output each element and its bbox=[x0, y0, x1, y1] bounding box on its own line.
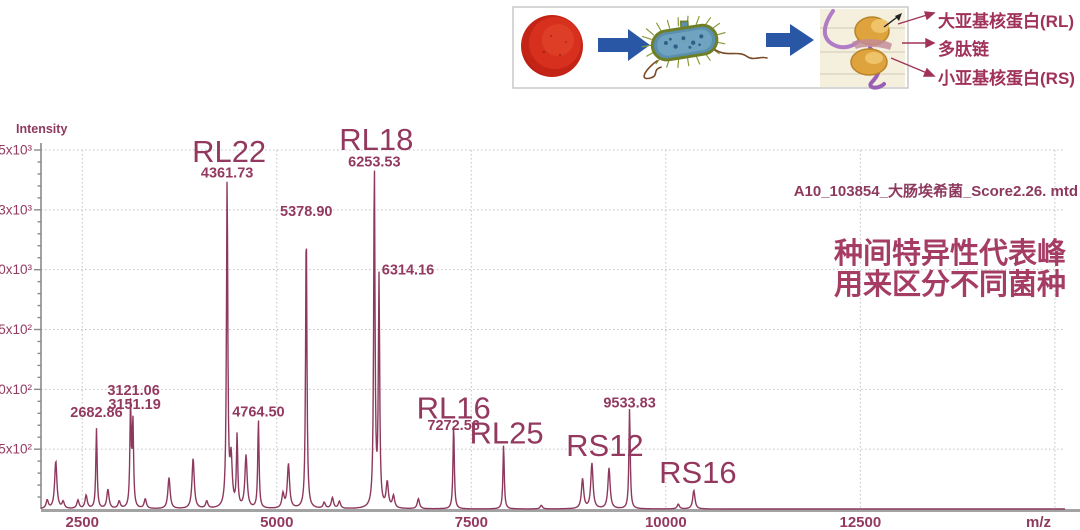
peak-label-3121.06: 3121.06 bbox=[107, 383, 159, 399]
peak-big-label-RL25: RL25 bbox=[470, 415, 544, 450]
y-tick-label: 1.3x10³ bbox=[0, 202, 33, 217]
peak-big-label-RS16: RS16 bbox=[659, 455, 737, 490]
y-tick-label: 1.5x10³ bbox=[0, 143, 33, 158]
x-tick-label: 12500 bbox=[839, 514, 881, 530]
peak-label-5378.90: 5378.90 bbox=[280, 204, 332, 220]
species-note-line2: 用来区分不同菌种 bbox=[833, 269, 1066, 301]
spectrum-curve bbox=[40, 170, 1065, 510]
ribosome-illustration bbox=[820, 9, 905, 90]
polypeptide-label: 多肽链 bbox=[938, 40, 989, 59]
peak-label-4764.50: 4764.50 bbox=[232, 404, 284, 420]
species-note-line1: 种间特异性代表峰 bbox=[833, 238, 1066, 270]
peak-label-6253.53: 6253.53 bbox=[348, 154, 400, 170]
workflow-diagram bbox=[512, 6, 936, 90]
peak-label-2682.86: 2682.86 bbox=[70, 405, 122, 421]
sample-id-text: A10_103854_大肠埃希菌_Score2.26. mtd bbox=[793, 183, 1078, 200]
large-subunit-label: 大亚基核蛋白(RL) bbox=[938, 12, 1074, 31]
x-tick-label: 7500 bbox=[455, 514, 488, 530]
y-tick-label: 5.0x10² bbox=[0, 382, 33, 397]
x-tick-label: 2500 bbox=[66, 514, 99, 530]
bacterium-illustration bbox=[641, 15, 768, 80]
peak-big-label-RL18: RL18 bbox=[339, 122, 413, 157]
peak-label-9533.83: 9533.83 bbox=[603, 395, 655, 411]
arrow-right-icon bbox=[766, 24, 814, 56]
peak-label-4361.73: 4361.73 bbox=[201, 166, 253, 182]
peak-big-label-RL22: RL22 bbox=[192, 134, 266, 169]
y-tick-label: 2.5x10² bbox=[0, 442, 33, 457]
peak-big-label-RS12: RS12 bbox=[566, 428, 644, 463]
peak-label-7272.56: 7272.56 bbox=[427, 418, 479, 434]
x-axis-baseline bbox=[41, 509, 1080, 512]
x-tick-label: 10000 bbox=[645, 514, 687, 530]
y-axis-title: Intensity bbox=[16, 122, 68, 136]
peak-label-3151.19: 3151.19 bbox=[108, 397, 160, 413]
species-note: 种间特异性代表峰 用来区分不同菌种 bbox=[834, 239, 1066, 301]
x-axis-title: m/z bbox=[1026, 514, 1052, 530]
small-subunit-label: 小亚基核蛋白(RS) bbox=[938, 69, 1075, 88]
petri-dish-illustration bbox=[521, 15, 583, 77]
y-tick-label: 1.0x10³ bbox=[0, 262, 33, 277]
y-tick-label: 7.5x10² bbox=[0, 322, 33, 337]
x-tick-label: 5000 bbox=[260, 514, 293, 530]
callout-arrows bbox=[890, 11, 936, 77]
peak-label-6314.16: 6314.16 bbox=[382, 263, 434, 279]
arrow-right-icon bbox=[598, 29, 650, 61]
peak-big-label-RL16: RL16 bbox=[417, 391, 491, 426]
